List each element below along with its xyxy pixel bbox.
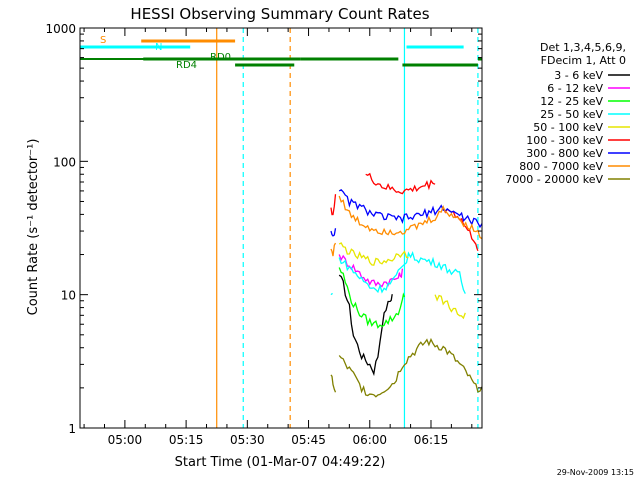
legend: Det 1,3,4,5,6,9,FDecim 1, Att 0 3 - 6 keV… (505, 41, 630, 186)
series-line-8 (330, 337, 482, 398)
legend-entry-label: 6 - 12 keV (547, 82, 603, 95)
y-tick-label: 1000 (45, 22, 76, 36)
state-label-s: S (100, 35, 106, 46)
legend-entry-label: 25 - 50 keV (540, 108, 603, 121)
state-label-rd0: RD0 (210, 52, 231, 63)
chart-title: HESSI Observing Summary Count Rates (130, 5, 429, 23)
x-tick-label: 05:45 (291, 433, 326, 447)
state-label-n: N (155, 42, 162, 53)
legend-entry-label: 7000 - 20000 keV (505, 173, 603, 186)
x-tick-label: 05:15 (169, 433, 204, 447)
x-axis: 05:00 05:15 05:30 05:45 06:00 06:15 (83, 28, 473, 447)
y-tick-label: 10 (61, 289, 76, 303)
legend-entry-label: 100 - 300 keV (526, 134, 603, 147)
x-tick-label: 05:30 (230, 433, 265, 447)
plot-frame (79, 27, 483, 429)
x-tick-label: 05:00 (108, 433, 143, 447)
x-axis-label: Start Time (01-Mar-07 04:49:22) (175, 455, 386, 470)
y-axis-label: Count Rate (s⁻¹ detector⁻¹) (26, 139, 41, 316)
series-line-4 (338, 242, 466, 320)
legend-entry-label: 50 - 100 keV (533, 121, 603, 134)
footer-timestamp: 29-Nov-2009 13:15 (557, 468, 634, 477)
y-axis: 1 10 100 1000 (45, 22, 482, 436)
y-tick-label: 1 (68, 422, 76, 436)
x-tick-label: 06:00 (352, 433, 387, 447)
plot-area: S N RD0 RD4 (80, 28, 482, 428)
legend-entry-label: 12 - 25 keV (540, 95, 603, 108)
series-line-0 (338, 274, 393, 377)
legend-header-line: FDecim 1, Att 0 (541, 54, 626, 67)
x-tick-label: 06:15 (414, 433, 449, 447)
legend-entry-label: 800 - 7000 keV (519, 160, 603, 173)
legend-entry-label: 3 - 6 keV (554, 69, 603, 82)
legend-header-line: Det 1,3,4,5,6,9, (540, 41, 626, 54)
series-line-3 (330, 250, 466, 296)
series-line-6 (330, 188, 482, 237)
legend-entry-label: 300 - 800 keV (526, 147, 603, 160)
y-tick-label: 100 (53, 155, 76, 169)
state-label-rd4: RD4 (176, 60, 197, 71)
series-line-2 (338, 267, 406, 329)
series-line-7 (330, 195, 482, 257)
